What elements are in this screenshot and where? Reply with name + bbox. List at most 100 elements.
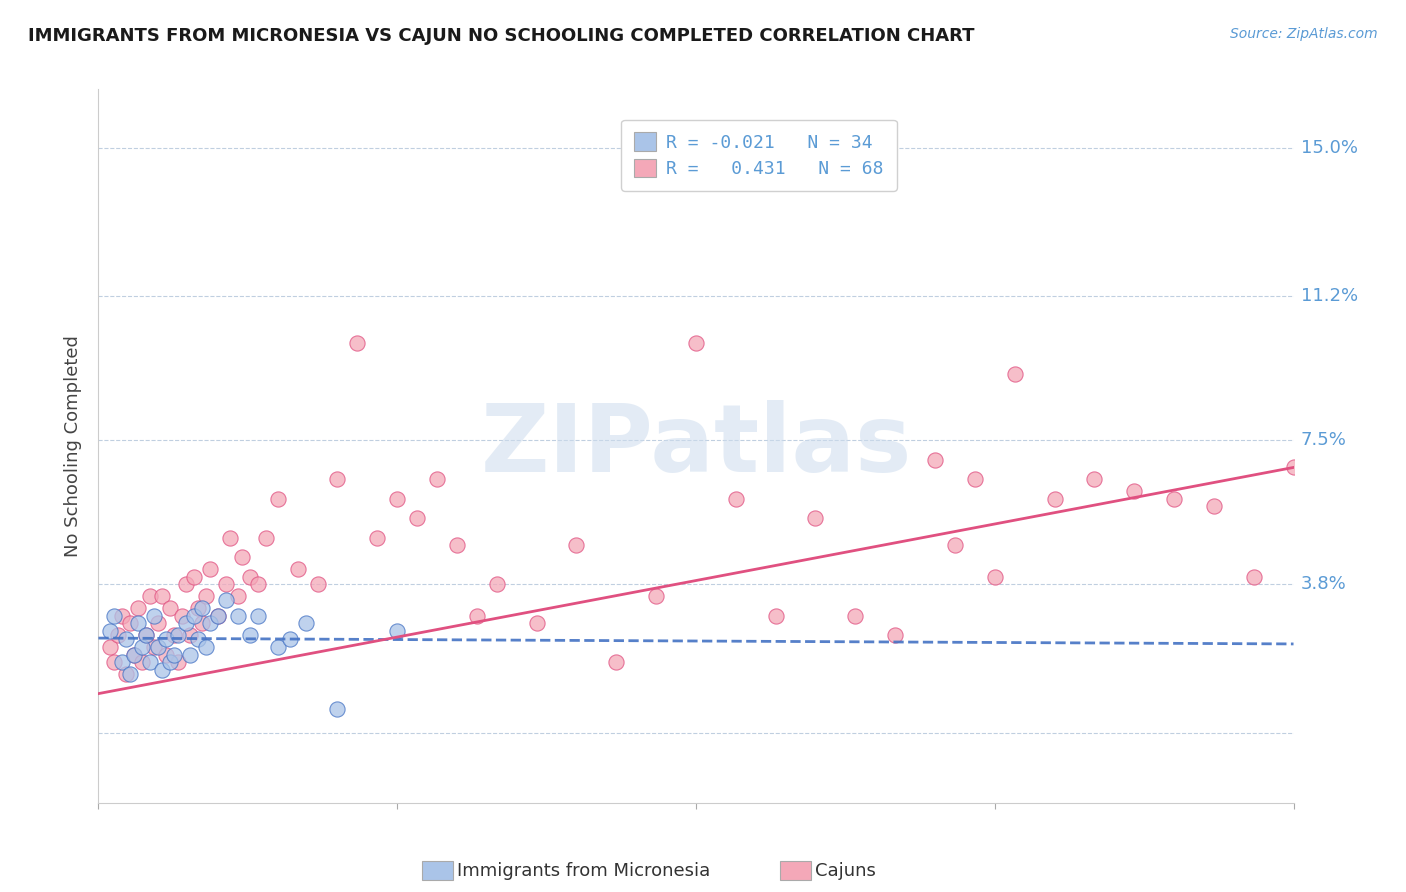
Point — [131, 640, 153, 654]
Point — [1004, 367, 1026, 381]
Text: 11.2%: 11.2% — [1301, 287, 1358, 305]
Point — [159, 600, 181, 615]
Point — [215, 577, 238, 591]
Point — [163, 648, 186, 662]
Point — [131, 656, 153, 670]
Point — [111, 608, 134, 623]
Point — [278, 632, 301, 646]
Point — [1243, 569, 1265, 583]
Point — [120, 667, 142, 681]
Point — [207, 608, 229, 623]
Point — [485, 577, 508, 591]
Point — [98, 624, 122, 639]
Point — [115, 632, 138, 646]
Point — [187, 600, 209, 615]
Point — [135, 628, 157, 642]
Point — [605, 656, 627, 670]
Point — [1202, 500, 1225, 514]
Point — [120, 616, 142, 631]
Point — [163, 628, 186, 642]
Point — [219, 531, 242, 545]
Point — [963, 472, 986, 486]
Point — [446, 538, 468, 552]
Point — [115, 667, 138, 681]
Point — [231, 550, 253, 565]
Text: Immigrants from Micronesia: Immigrants from Micronesia — [457, 862, 710, 880]
Point — [150, 589, 173, 603]
Point — [239, 628, 262, 642]
Point — [172, 608, 194, 623]
Point — [294, 616, 316, 631]
Point — [1123, 483, 1146, 498]
Point — [215, 593, 238, 607]
Point — [103, 656, 125, 670]
Point — [943, 538, 966, 552]
Point — [139, 589, 162, 603]
Point — [765, 608, 787, 623]
Point — [239, 569, 262, 583]
Point — [385, 624, 409, 639]
Point — [167, 628, 190, 642]
Point — [198, 616, 221, 631]
Point — [844, 608, 866, 623]
Point — [98, 640, 122, 654]
Text: 7.5%: 7.5% — [1301, 431, 1347, 450]
Point — [1282, 460, 1305, 475]
Point — [246, 577, 269, 591]
Point — [246, 608, 269, 623]
Point — [226, 608, 249, 623]
Point — [167, 656, 190, 670]
Point — [194, 640, 218, 654]
Point — [174, 616, 197, 631]
Point — [183, 569, 205, 583]
Text: 3.8%: 3.8% — [1301, 575, 1347, 593]
Point — [1163, 491, 1185, 506]
Point — [135, 628, 157, 642]
Point — [884, 628, 907, 642]
Point — [150, 663, 173, 677]
Point — [111, 656, 134, 670]
Point — [1043, 491, 1066, 506]
Point — [127, 600, 149, 615]
Point — [366, 531, 388, 545]
Point — [526, 616, 548, 631]
Point — [148, 616, 170, 631]
Point — [179, 628, 201, 642]
Point — [307, 577, 329, 591]
Point — [103, 608, 125, 623]
Point — [465, 608, 488, 623]
Point — [326, 702, 349, 716]
Point — [124, 648, 146, 662]
Text: Source: ZipAtlas.com: Source: ZipAtlas.com — [1230, 27, 1378, 41]
Text: ZIPatlas: ZIPatlas — [481, 400, 911, 492]
Point — [983, 569, 1005, 583]
Point — [148, 640, 170, 654]
Legend: R = -0.021   N = 34, R =   0.431   N = 68: R = -0.021 N = 34, R = 0.431 N = 68 — [621, 120, 897, 191]
Point — [155, 632, 177, 646]
Point — [254, 531, 277, 545]
Point — [406, 511, 429, 525]
Point — [107, 628, 129, 642]
Text: Cajuns: Cajuns — [815, 862, 876, 880]
Point — [194, 589, 218, 603]
Point — [191, 600, 214, 615]
Point — [804, 511, 827, 525]
Point — [124, 648, 146, 662]
Point — [191, 616, 214, 631]
Text: IMMIGRANTS FROM MICRONESIA VS CAJUN NO SCHOOLING COMPLETED CORRELATION CHART: IMMIGRANTS FROM MICRONESIA VS CAJUN NO S… — [28, 27, 974, 45]
Point — [143, 640, 166, 654]
Point — [226, 589, 249, 603]
Point — [187, 632, 209, 646]
Y-axis label: No Schooling Completed: No Schooling Completed — [65, 335, 83, 557]
Point — [924, 452, 946, 467]
Point — [645, 589, 668, 603]
Point — [685, 335, 707, 350]
Point — [207, 608, 229, 623]
Point — [565, 538, 588, 552]
Point — [385, 491, 409, 506]
Point — [179, 648, 201, 662]
Text: 15.0%: 15.0% — [1301, 138, 1358, 157]
Point — [183, 608, 205, 623]
Point — [267, 640, 290, 654]
Point — [159, 656, 181, 670]
